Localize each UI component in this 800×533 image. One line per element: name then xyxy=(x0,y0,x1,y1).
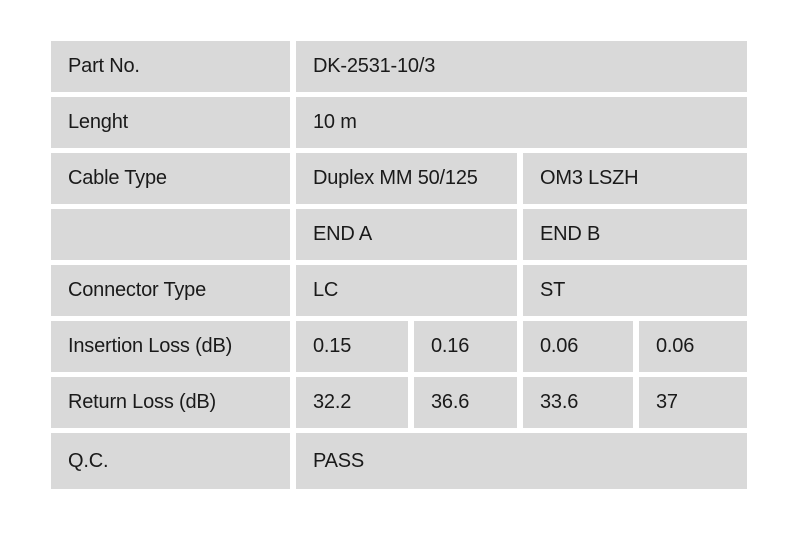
cell-cable-type-label: Cable Type xyxy=(51,153,290,204)
cell-return-loss-value-2: 36.6 xyxy=(414,377,517,428)
cell-part-no-label: Part No. xyxy=(51,41,290,92)
cell-cable-type-value-1: Duplex MM 50/125 xyxy=(296,153,517,204)
cell-return-loss-value-3: 33.6 xyxy=(523,377,633,428)
cell-connector-type-label: Connector Type xyxy=(51,265,290,316)
cell-cable-type-value-2: OM3 LSZH xyxy=(523,153,747,204)
cell-length-label: Lenght xyxy=(51,97,290,148)
cell-end-a-header: END A xyxy=(296,209,517,260)
cell-return-loss-value-1: 32.2 xyxy=(296,377,408,428)
cell-qc-value: PASS xyxy=(296,433,747,489)
qc-spec-sheet: Part No. DK-2531-10/3 Lenght 10 m Cable … xyxy=(51,41,747,489)
cell-length-value: 10 m xyxy=(296,97,747,148)
cell-return-loss-value-4: 37 xyxy=(639,377,747,428)
cell-connector-type-end-a: LC xyxy=(296,265,517,316)
spec-table: Part No. DK-2531-10/3 Lenght 10 m Cable … xyxy=(51,41,747,489)
cell-connector-type-end-b: ST xyxy=(523,265,747,316)
cell-part-no-value: DK-2531-10/3 xyxy=(296,41,747,92)
cell-insertion-loss-value-3: 0.06 xyxy=(523,321,633,372)
cell-insertion-loss-value-2: 0.16 xyxy=(414,321,517,372)
cell-insertion-loss-value-1: 0.15 xyxy=(296,321,408,372)
cell-insertion-loss-label: Insertion Loss (dB) xyxy=(51,321,290,372)
cell-end-header-spacer xyxy=(51,209,290,260)
cell-return-loss-label: Return Loss (dB) xyxy=(51,377,290,428)
cell-qc-label: Q.C. xyxy=(51,433,290,489)
cell-insertion-loss-value-4: 0.06 xyxy=(639,321,747,372)
cell-end-b-header: END B xyxy=(523,209,747,260)
